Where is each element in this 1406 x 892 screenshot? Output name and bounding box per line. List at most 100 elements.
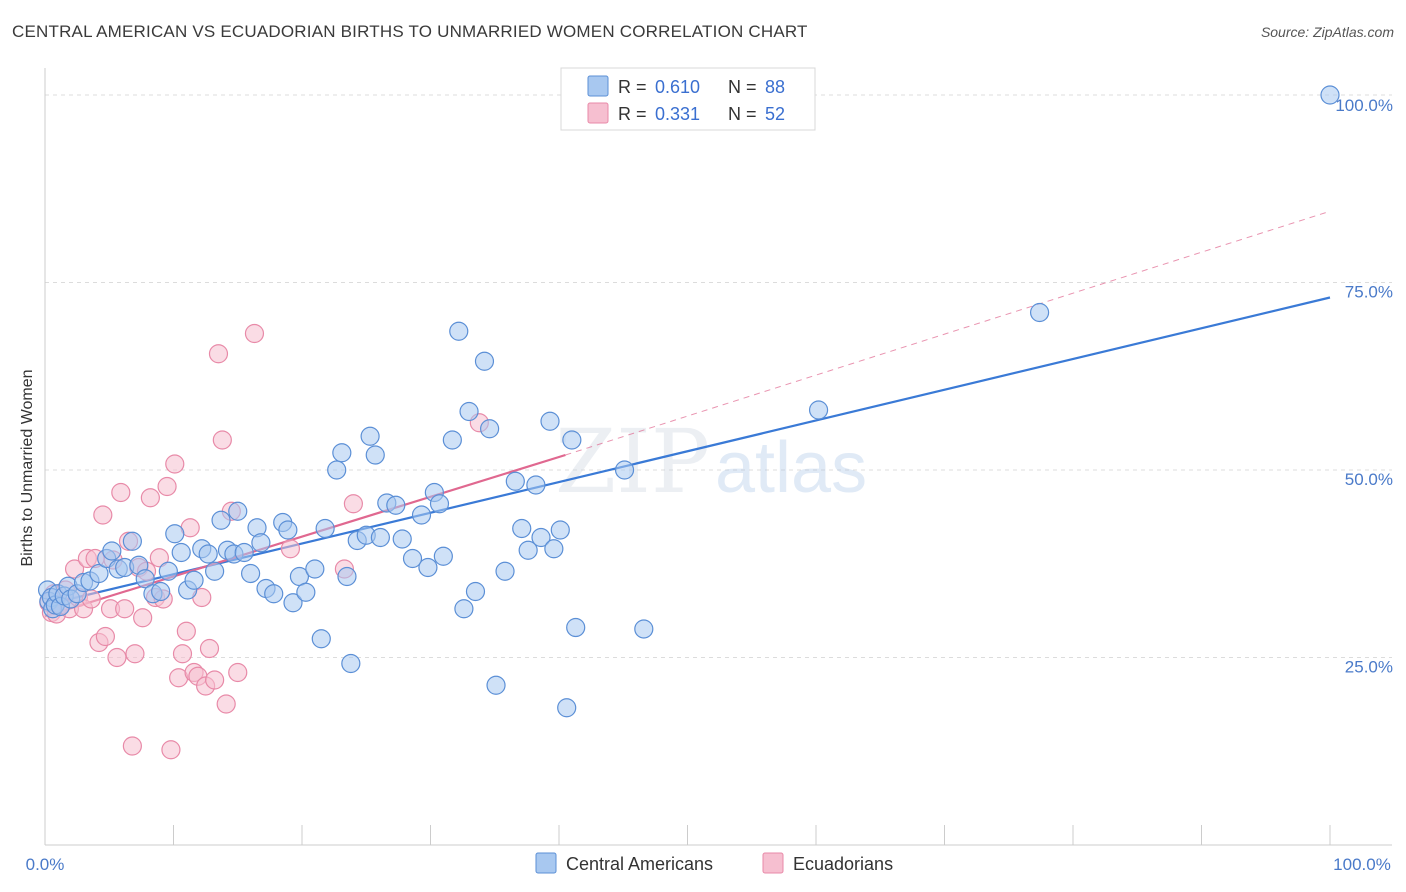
central-americans-point bbox=[495, 561, 515, 581]
central-americans-point bbox=[614, 460, 635, 480]
tick-labels: 25.0% 50.0% 75.0% 100.0% 0.0% 100.0% bbox=[26, 96, 1393, 874]
central-americans-point bbox=[264, 584, 284, 604]
ecuadorians-point bbox=[176, 621, 196, 641]
central-americans-point bbox=[241, 563, 261, 584]
central-americans-points bbox=[37, 85, 1340, 718]
ecuadorians-point bbox=[157, 476, 177, 497]
ecuadorians-point bbox=[172, 644, 193, 664]
bottom-legend-central-americans: Central Americans bbox=[566, 854, 713, 874]
y-tick-label-25: 25.0% bbox=[1345, 658, 1393, 677]
central-americans-point bbox=[228, 501, 248, 521]
ecuadorians-point bbox=[64, 559, 85, 579]
series-legend: Central Americans Ecuadorians bbox=[535, 852, 893, 874]
ecuadorians-point bbox=[95, 626, 115, 647]
central-americans-point bbox=[341, 653, 361, 674]
central-americans-point bbox=[283, 593, 303, 613]
central-americans-point bbox=[311, 629, 331, 649]
y-tick-label-50: 50.0% bbox=[1345, 470, 1393, 489]
bottom-legend-swatch-ecuadorians bbox=[762, 852, 784, 874]
central-americans-point bbox=[402, 548, 423, 569]
correlation-legend: R = 0.610 N = 88 R = 0.331 N = 52 bbox=[560, 67, 816, 131]
central-americans-point bbox=[89, 563, 109, 584]
ecuadorians-point bbox=[122, 736, 142, 756]
central-americans-point bbox=[360, 426, 380, 446]
axes bbox=[44, 68, 1392, 846]
trend-lines bbox=[44, 210, 1331, 618]
central-americans-point bbox=[465, 581, 486, 602]
central-americans-point bbox=[1029, 302, 1050, 323]
ecuadorians-point bbox=[165, 454, 185, 474]
central-americans-point bbox=[634, 619, 654, 639]
central-americans-point bbox=[512, 518, 532, 539]
legend-r-value-2: 0.331 bbox=[655, 104, 700, 124]
central-americans-point bbox=[429, 494, 450, 514]
central-americans-point bbox=[251, 533, 271, 553]
legend-swatch-ecuadorians bbox=[587, 102, 609, 124]
central-americans-point bbox=[540, 411, 560, 431]
ecuadorians-point bbox=[280, 539, 301, 559]
legend-n-label-2: N = bbox=[728, 104, 757, 124]
central-americans-point bbox=[102, 541, 122, 561]
central-americans-point bbox=[454, 599, 474, 619]
central-americans-point bbox=[151, 581, 171, 602]
central-americans-point bbox=[315, 518, 335, 539]
ecuadorians-point bbox=[343, 494, 363, 514]
x-tick-label-min: 0.0% bbox=[26, 855, 65, 874]
central-americans-point bbox=[337, 566, 357, 587]
ecuadorians-point bbox=[149, 548, 169, 568]
ecuadorians-point bbox=[140, 488, 160, 508]
central-americans-point bbox=[122, 531, 142, 551]
ecuadorians-point bbox=[161, 740, 181, 760]
central-americans-point bbox=[526, 475, 546, 495]
legend-swatch-central-americans bbox=[587, 75, 609, 97]
source-label: Source: ZipAtlas.com bbox=[1260, 24, 1394, 40]
central-americans-point bbox=[531, 527, 551, 548]
central-americans-point bbox=[370, 527, 390, 548]
ecuadorians-trend-line bbox=[44, 453, 566, 618]
ecuadorians-point bbox=[228, 662, 248, 683]
central-americans-point bbox=[171, 542, 191, 563]
central-americans-point bbox=[486, 675, 506, 695]
central-americans-point bbox=[474, 351, 495, 371]
central-americans-point bbox=[305, 559, 325, 579]
central-americans-point bbox=[365, 445, 385, 465]
central-americans-point bbox=[418, 557, 438, 578]
central-americans-point bbox=[198, 544, 218, 564]
bottom-legend-swatch-central-americans bbox=[535, 852, 557, 874]
central-americans-point bbox=[296, 582, 316, 602]
ecuadorians-point bbox=[115, 599, 135, 619]
legend-n-value-1: 88 bbox=[765, 77, 785, 97]
legend-r-label-2: R = bbox=[618, 104, 647, 124]
ecuadorians-point bbox=[107, 647, 127, 668]
central-americans-trend-line bbox=[44, 296, 1331, 607]
legend-n-label-1: N = bbox=[728, 77, 757, 97]
central-americans-point bbox=[557, 698, 577, 718]
central-americans-point bbox=[184, 570, 204, 590]
ecuadorians-point bbox=[199, 638, 220, 659]
watermark-zip: ZIP bbox=[555, 410, 710, 513]
central-americans-point bbox=[433, 546, 453, 566]
watermark-atlas: atlas bbox=[715, 428, 867, 508]
central-americans-point bbox=[808, 400, 829, 420]
central-americans-point bbox=[392, 529, 412, 549]
ecuadorians-point bbox=[125, 644, 145, 664]
gridlines bbox=[45, 94, 1392, 658]
central-americans-point bbox=[550, 520, 570, 540]
chart-title: CENTRAL AMERICAN VS ECUADORIAN BIRTHS TO… bbox=[12, 22, 808, 41]
central-americans-point bbox=[386, 495, 406, 515]
central-americans-point bbox=[518, 540, 538, 560]
central-americans-point bbox=[562, 430, 582, 450]
central-americans-point bbox=[327, 460, 347, 480]
central-americans-point bbox=[566, 617, 586, 638]
central-americans-point bbox=[165, 524, 185, 544]
central-americans-point bbox=[459, 401, 479, 422]
y-tick-label-100: 100.0% bbox=[1335, 96, 1393, 115]
ecuadorians-trend-extension bbox=[565, 210, 1331, 456]
legend-r-label-1: R = bbox=[618, 77, 647, 97]
central-americans-point bbox=[211, 510, 231, 530]
ecuadorians-point bbox=[208, 344, 229, 364]
central-americans-point bbox=[505, 471, 525, 491]
ecuadorians-point bbox=[111, 482, 131, 503]
central-americans-point bbox=[135, 569, 155, 589]
